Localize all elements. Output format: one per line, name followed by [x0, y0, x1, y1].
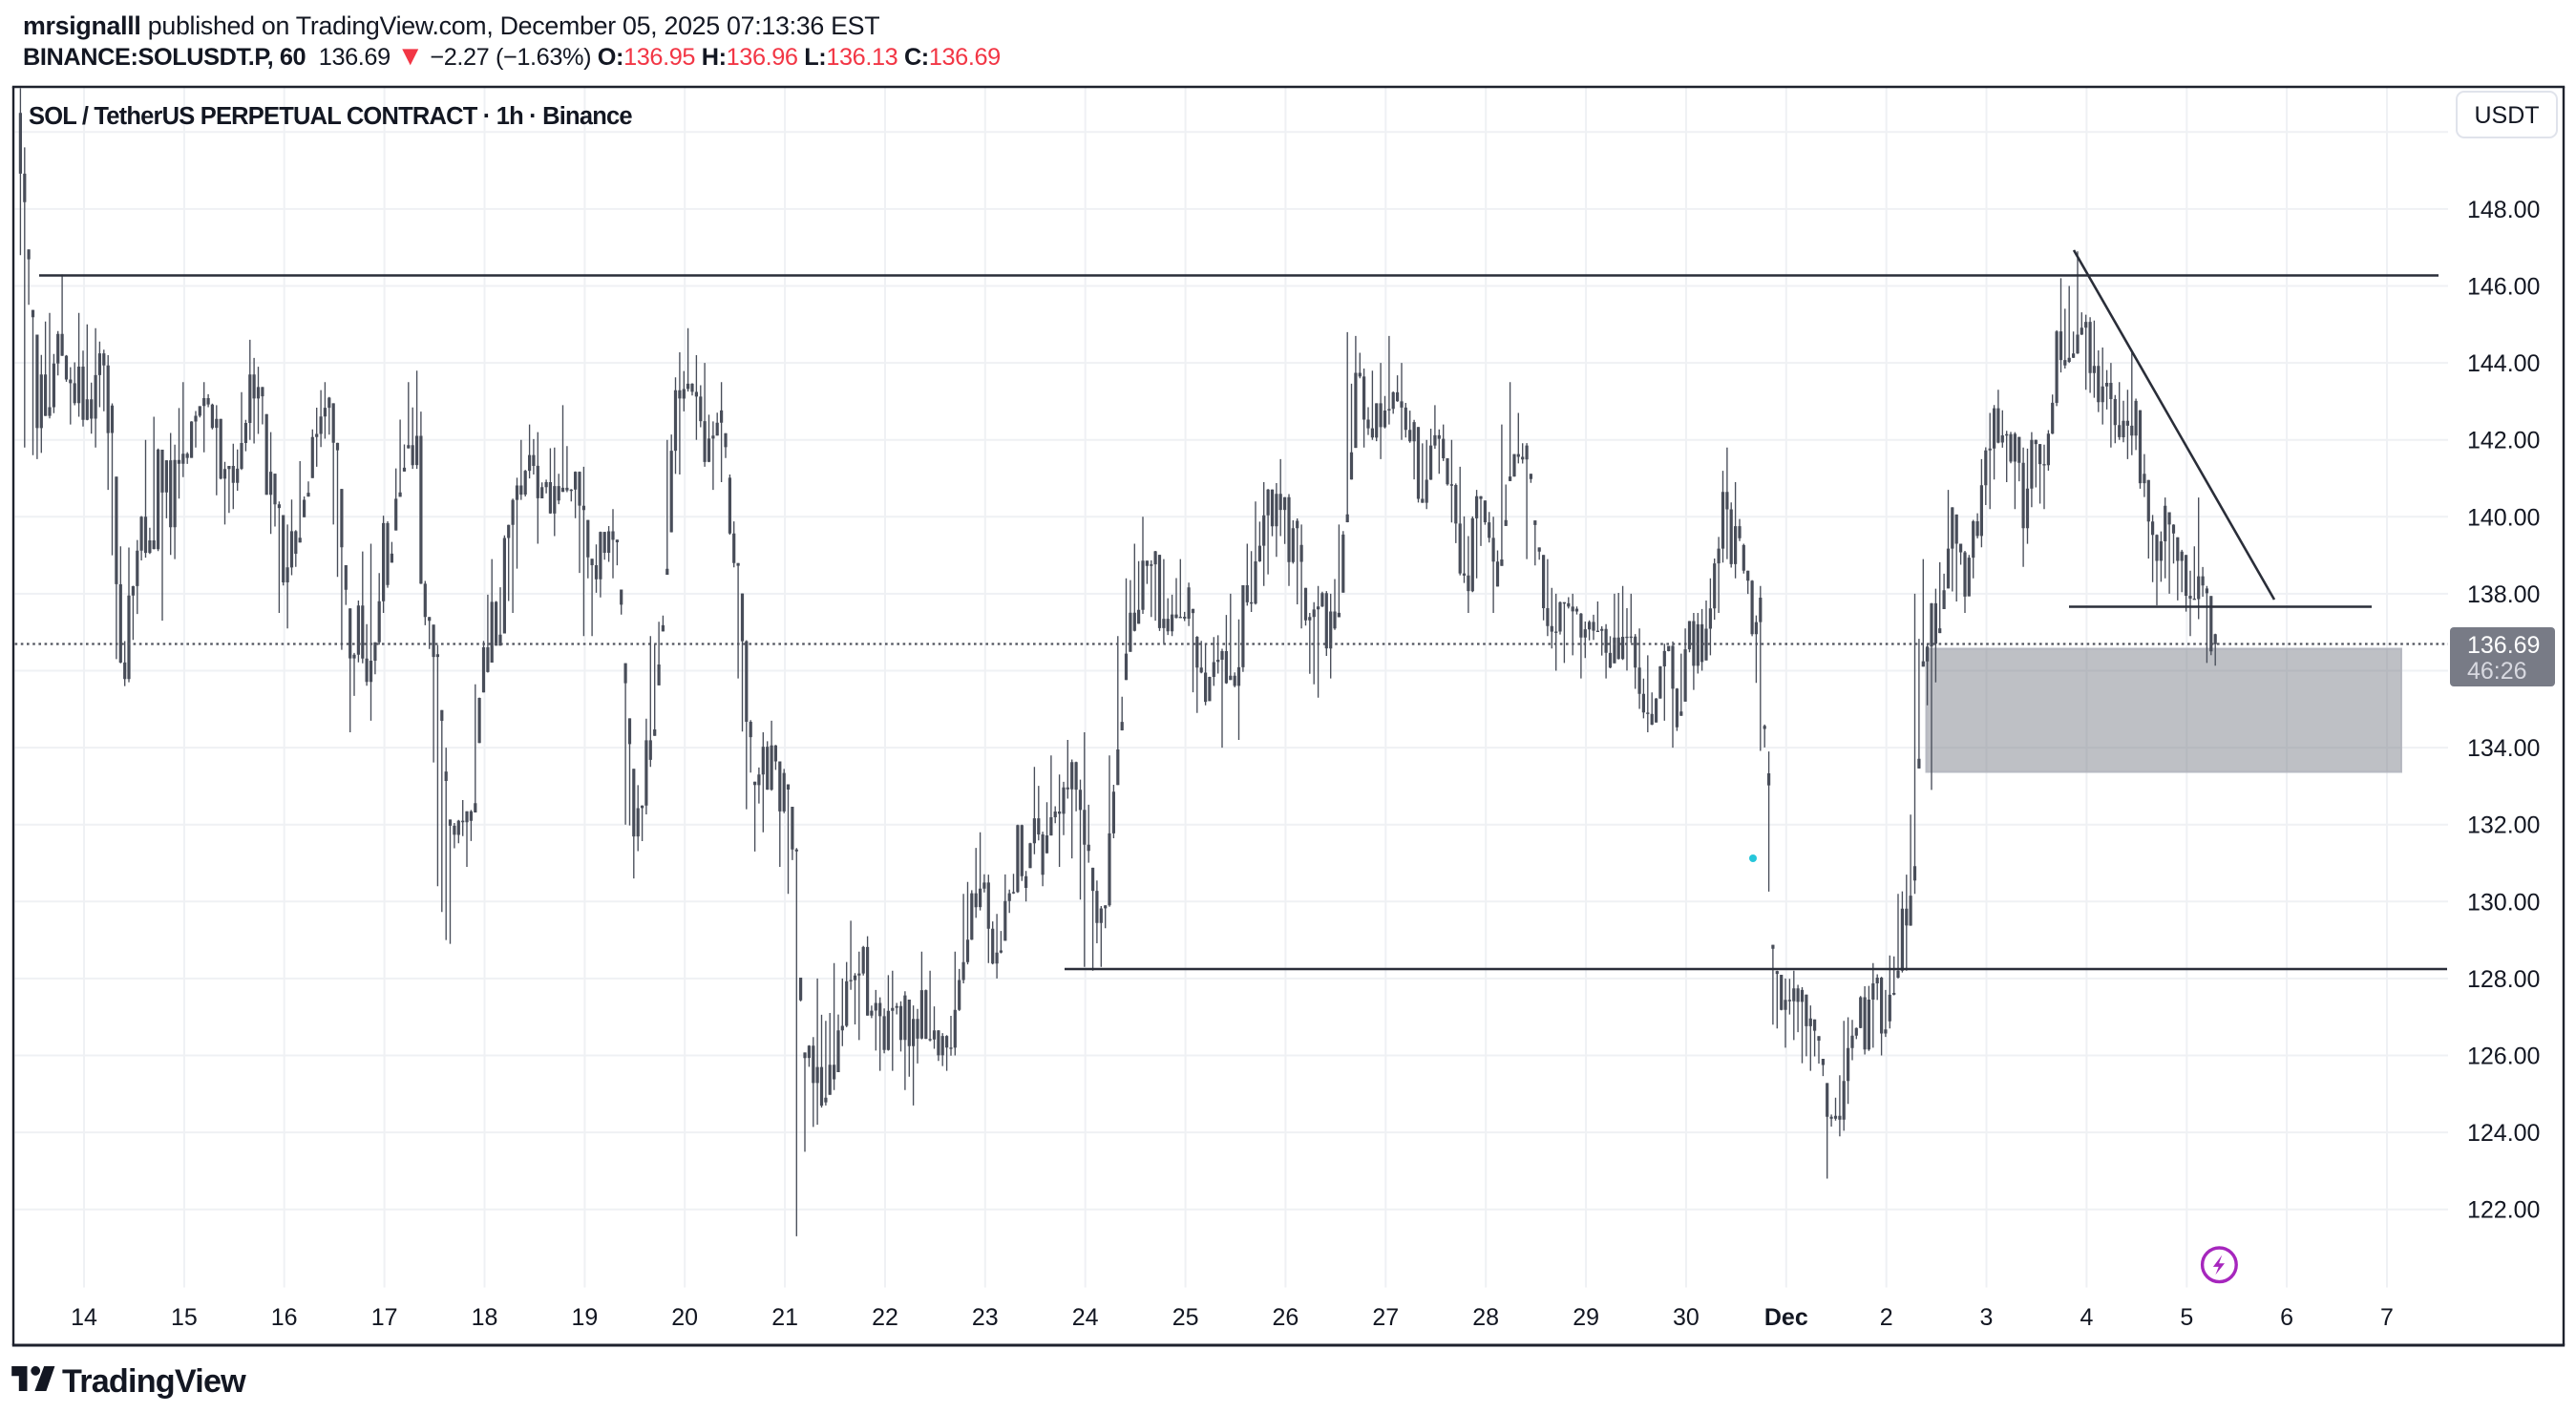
svg-text:146.00: 146.00	[2467, 274, 2540, 301]
svg-text:BINANCE:SOLUSDT.P, 60 136.69 ▼: BINANCE:SOLUSDT.P, 60 136.69 ▼ −2.27 (−1…	[23, 41, 1001, 72]
svg-text:140.00: 140.00	[2467, 504, 2540, 531]
svg-text:18: 18	[472, 1304, 498, 1331]
svg-text:19: 19	[571, 1304, 598, 1331]
svg-text:27: 27	[1372, 1304, 1399, 1331]
svg-text:122.00: 122.00	[2467, 1197, 2540, 1224]
svg-text:USDT: USDT	[2474, 102, 2539, 129]
svg-text:124.00: 124.00	[2467, 1120, 2540, 1147]
svg-text:144.00: 144.00	[2467, 350, 2540, 377]
svg-text:20: 20	[671, 1304, 698, 1331]
svg-text:3: 3	[1980, 1304, 1994, 1331]
svg-text:148.00: 148.00	[2467, 197, 2540, 223]
svg-text:SOL / TetherUS PERPETUAL CONTR: SOL / TetherUS PERPETUAL CONTRACT · 1h ·…	[29, 103, 632, 130]
svg-text:142.00: 142.00	[2467, 428, 2540, 454]
svg-text:2: 2	[1880, 1304, 1893, 1331]
svg-text:132.00: 132.00	[2467, 812, 2540, 839]
svg-text:46:26: 46:26	[2467, 658, 2527, 685]
svg-text:23: 23	[972, 1304, 999, 1331]
svg-text:22: 22	[872, 1304, 898, 1331]
svg-text:4: 4	[2080, 1304, 2093, 1331]
svg-text:136.69: 136.69	[2467, 632, 2540, 659]
svg-text:28: 28	[1472, 1304, 1499, 1331]
svg-text:TradingView: TradingView	[62, 1363, 246, 1400]
svg-text:26: 26	[1272, 1304, 1299, 1331]
svg-text:138.00: 138.00	[2467, 581, 2540, 608]
svg-text:7: 7	[2380, 1304, 2394, 1331]
svg-text:6: 6	[2280, 1304, 2293, 1331]
svg-text:30: 30	[1673, 1304, 1700, 1331]
svg-text:14: 14	[71, 1304, 97, 1331]
svg-text:17: 17	[371, 1304, 398, 1331]
svg-text:Dec: Dec	[1764, 1304, 1808, 1331]
svg-text:21: 21	[771, 1304, 798, 1331]
svg-text:16: 16	[271, 1304, 298, 1331]
svg-text:128.00: 128.00	[2467, 966, 2540, 993]
svg-text:5: 5	[2180, 1304, 2193, 1331]
svg-text:24: 24	[1072, 1304, 1099, 1331]
svg-text:15: 15	[171, 1304, 198, 1331]
svg-text:126.00: 126.00	[2467, 1044, 2540, 1070]
svg-text:29: 29	[1573, 1304, 1599, 1331]
svg-text:25: 25	[1172, 1304, 1199, 1331]
svg-text:130.00: 130.00	[2467, 889, 2540, 916]
svg-text:134.00: 134.00	[2467, 735, 2540, 762]
svg-text:mrsignalll published on Tradin: mrsignalll published on TradingView.com,…	[23, 11, 879, 40]
